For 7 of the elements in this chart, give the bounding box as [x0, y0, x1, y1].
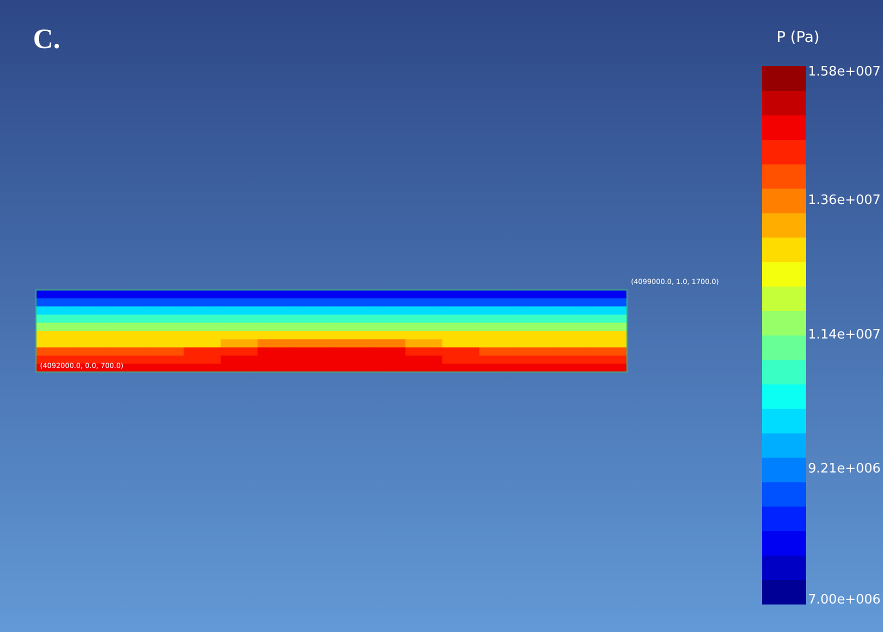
color-bar-title: P (Pa)	[776, 28, 820, 46]
chart-title: C.	[33, 24, 60, 56]
color-bar-label: 1.14e+007	[808, 327, 881, 342]
color-bar-label: 1.58e+007	[808, 64, 881, 80]
color-bar-label: 1.36e+007	[808, 192, 881, 208]
color-bar-label: 7.00e+006	[808, 592, 881, 608]
color-bar-label: 9.21e+006	[808, 461, 881, 476]
